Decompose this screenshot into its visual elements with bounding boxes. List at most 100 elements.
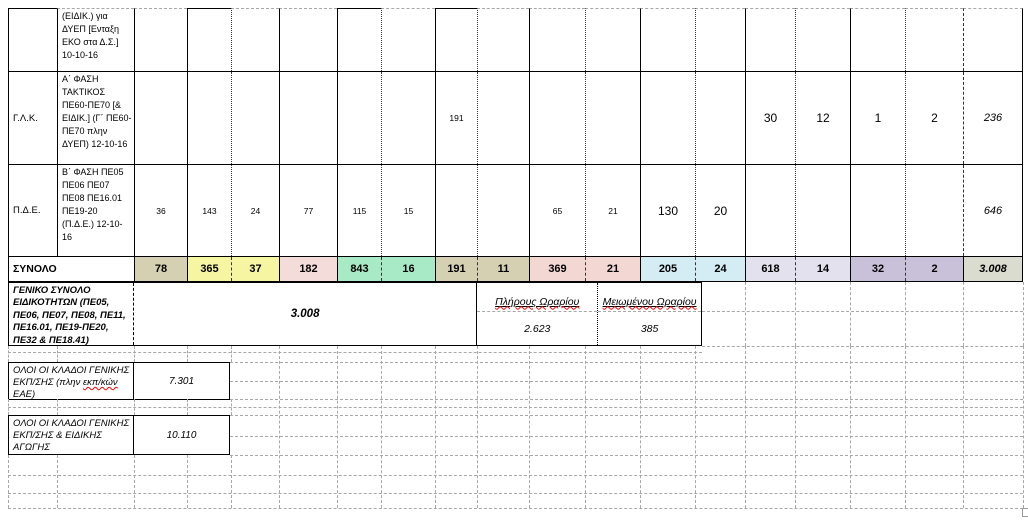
selection-handle[interactable] <box>1022 508 1028 517</box>
cell-partial-c11[interactable] <box>640 8 695 71</box>
full-time-header[interactable]: Πλήρους Ωραρίου <box>477 283 598 312</box>
cell-glk-c14[interactable]: 12 <box>795 72 850 164</box>
gridline <box>187 346 188 362</box>
cell-total-c15[interactable]: 32 <box>850 257 905 281</box>
gridline <box>8 455 9 508</box>
cell-pde-c3[interactable]: 24 <box>231 165 279 256</box>
cell-glk-c15[interactable]: 1 <box>850 72 905 164</box>
gridline <box>8 352 702 353</box>
cell-partial-c10[interactable] <box>585 8 640 71</box>
cell-glk-c16[interactable]: 2 <box>905 72 963 164</box>
cell-pde-total[interactable]: 646 <box>963 165 1023 256</box>
gridline <box>1023 346 1024 508</box>
cell-glk-c7[interactable]: 191 <box>435 72 477 164</box>
cell-glk-c6[interactable] <box>381 72 435 164</box>
cell-partial-label[interactable] <box>8 8 57 71</box>
cell-glk-c2[interactable] <box>187 72 231 164</box>
cell-glk-c5[interactable] <box>337 72 381 164</box>
cell-total-c3[interactable]: 37 <box>231 257 279 281</box>
gridline <box>231 346 232 362</box>
cell-partial-desc[interactable]: (ΕΙΔΙΚ.) για ΔΥΕΠ [Ενταξη ΕΚΟ στα Δ.Σ.] … <box>57 8 134 71</box>
cell-total-grand[interactable]: 3.008 <box>963 257 1023 281</box>
gridline <box>702 346 1023 347</box>
cell-glk-c10[interactable] <box>585 72 640 164</box>
cell-total-c6[interactable]: 16 <box>381 257 435 281</box>
cell-glk-c8[interactable] <box>477 72 529 164</box>
cell-partial-c2[interactable] <box>187 8 231 71</box>
cell-glk-c3[interactable] <box>231 72 279 164</box>
cell-glk-c11[interactable] <box>640 72 695 164</box>
cell-total-c1[interactable]: 78 <box>134 257 187 281</box>
gridline <box>134 346 135 362</box>
cell-pde-c6[interactable]: 15 <box>381 165 435 256</box>
cell-total-c14[interactable]: 14 <box>795 257 850 281</box>
cell-glk-c13[interactable]: 30 <box>745 72 795 164</box>
cell-partial-c12[interactable] <box>695 8 745 71</box>
cell-pde-c14[interactable] <box>795 165 850 256</box>
cell-pde-c16[interactable] <box>905 165 963 256</box>
cell-total-c5[interactable]: 843 <box>337 257 381 281</box>
cell-pde-c8[interactable] <box>477 165 529 256</box>
cell-glk-desc[interactable]: Α΄ ΦΑΣΗ ΤΑΚΤΙΚΟΣ ΠΕ60-ΠΕ70 [& ΕΙΔΙΚ.] (Γ… <box>57 72 134 164</box>
cell-pde-c4[interactable]: 77 <box>279 165 337 256</box>
cell-pde-c13[interactable] <box>745 165 795 256</box>
gridline <box>529 346 530 508</box>
cell-partial-c5[interactable] <box>337 8 381 71</box>
cell-partial-c13[interactable] <box>745 8 795 71</box>
cell-partial-c7[interactable] <box>435 8 477 71</box>
general-total-label[interactable]: ΓΕΝΙΚΟ ΣΥΝΟΛΟ ΕΙΔΙΚΟΤΗΤΩΝ (ΠΕ05, ΠΕ06, Π… <box>9 283 134 346</box>
cell-partial-total[interactable] <box>963 8 1023 71</box>
summary-box-1-value[interactable]: 7.301 <box>168 375 195 387</box>
summary-box-1-label[interactable]: ΟΛΟΙ ΟΙ ΚΛΑΔΟΙ ΓΕΝΙΚΗΣ ΕΚΠ/ΣΗΣ (πλην εκπ… <box>9 363 134 400</box>
cell-pde-c5[interactable]: 115 <box>337 165 381 256</box>
cell-total-c10[interactable]: 21 <box>585 257 640 281</box>
gridline <box>963 346 964 508</box>
reduced-time-header[interactable]: Μειωμένου Ωραρίου <box>598 283 701 312</box>
cell-pde-c7[interactable] <box>435 165 477 256</box>
summary-box-2-label[interactable]: ΟΛΟΙ ΟΙ ΚΛΑΔΟΙ ΓΕΝΙΚΗΣ ΕΚΠ/ΣΗΣ & ΕΙΔΙΚΗΣ… <box>9 416 134 454</box>
cell-pde-c2[interactable]: 143 <box>187 165 231 256</box>
cell-glk-total[interactable]: 236 <box>963 72 1023 164</box>
reduced-time-value[interactable]: 385 <box>640 322 659 335</box>
cell-total-c7[interactable]: 191 <box>435 257 477 281</box>
cell-glk-c12[interactable] <box>695 72 745 164</box>
cell-partial-c3[interactable] <box>231 8 279 71</box>
cell-partial-c14[interactable] <box>795 8 850 71</box>
cell-pde-c12[interactable]: 20 <box>695 165 745 256</box>
table-row-total: ΣΥΝΟΛΟ 78 365 37 182 843 16 191 11 369 2… <box>8 257 1023 282</box>
cell-pde-c11[interactable]: 130 <box>640 165 695 256</box>
full-time-column: Πλήρους Ωραρίου 2.623 <box>476 283 598 345</box>
cell-total-c4[interactable]: 182 <box>279 257 337 281</box>
cell-glk-label[interactable]: Γ.Λ.Κ. <box>8 72 57 164</box>
gridline <box>187 399 188 415</box>
cell-pde-c9[interactable]: 65 <box>529 165 585 256</box>
general-total-value[interactable]: 3.008 <box>290 308 320 320</box>
cell-glk-c1[interactable] <box>134 72 187 164</box>
cell-pde-c1[interactable]: 36 <box>134 165 187 256</box>
cell-glk-c9[interactable] <box>529 72 585 164</box>
cell-total-c12[interactable]: 24 <box>695 257 745 281</box>
cell-pde-c15[interactable] <box>850 165 905 256</box>
cell-partial-c6[interactable] <box>381 8 435 71</box>
cell-partial-c4[interactable] <box>279 8 337 71</box>
cell-partial-c9[interactable] <box>529 8 585 71</box>
cell-total-c13[interactable]: 618 <box>745 257 795 281</box>
cell-total-c2[interactable]: 365 <box>187 257 231 281</box>
cell-total-c9[interactable]: 369 <box>529 257 585 281</box>
cell-total-c8[interactable]: 11 <box>477 257 529 281</box>
gridline <box>745 282 746 346</box>
cell-total-c11[interactable]: 205 <box>640 257 695 281</box>
cell-total-c16[interactable]: 2 <box>905 257 963 281</box>
cell-partial-c8[interactable] <box>477 8 529 71</box>
cell-pde-desc[interactable]: Β΄ ΦΑΣΗ ΠΕ05 ΠΕ06 ΠΕ07 ΠΕ08 ΠΕ16.01 ΠΕ19… <box>57 165 134 256</box>
cell-total-label[interactable]: ΣΥΝΟΛΟ <box>8 257 134 281</box>
cell-partial-c16[interactable] <box>905 8 963 71</box>
gridline <box>695 346 696 508</box>
cell-partial-c15[interactable] <box>850 8 905 71</box>
summary-box-2-value[interactable]: 10.110 <box>166 429 197 441</box>
full-time-value[interactable]: 2.623 <box>524 322 551 335</box>
cell-pde-c10[interactable]: 21 <box>585 165 640 256</box>
cell-glk-c4[interactable] <box>279 72 337 164</box>
cell-pde-label[interactable]: Π.Δ.Ε. <box>8 165 57 256</box>
cell-partial-c1[interactable] <box>134 8 187 71</box>
